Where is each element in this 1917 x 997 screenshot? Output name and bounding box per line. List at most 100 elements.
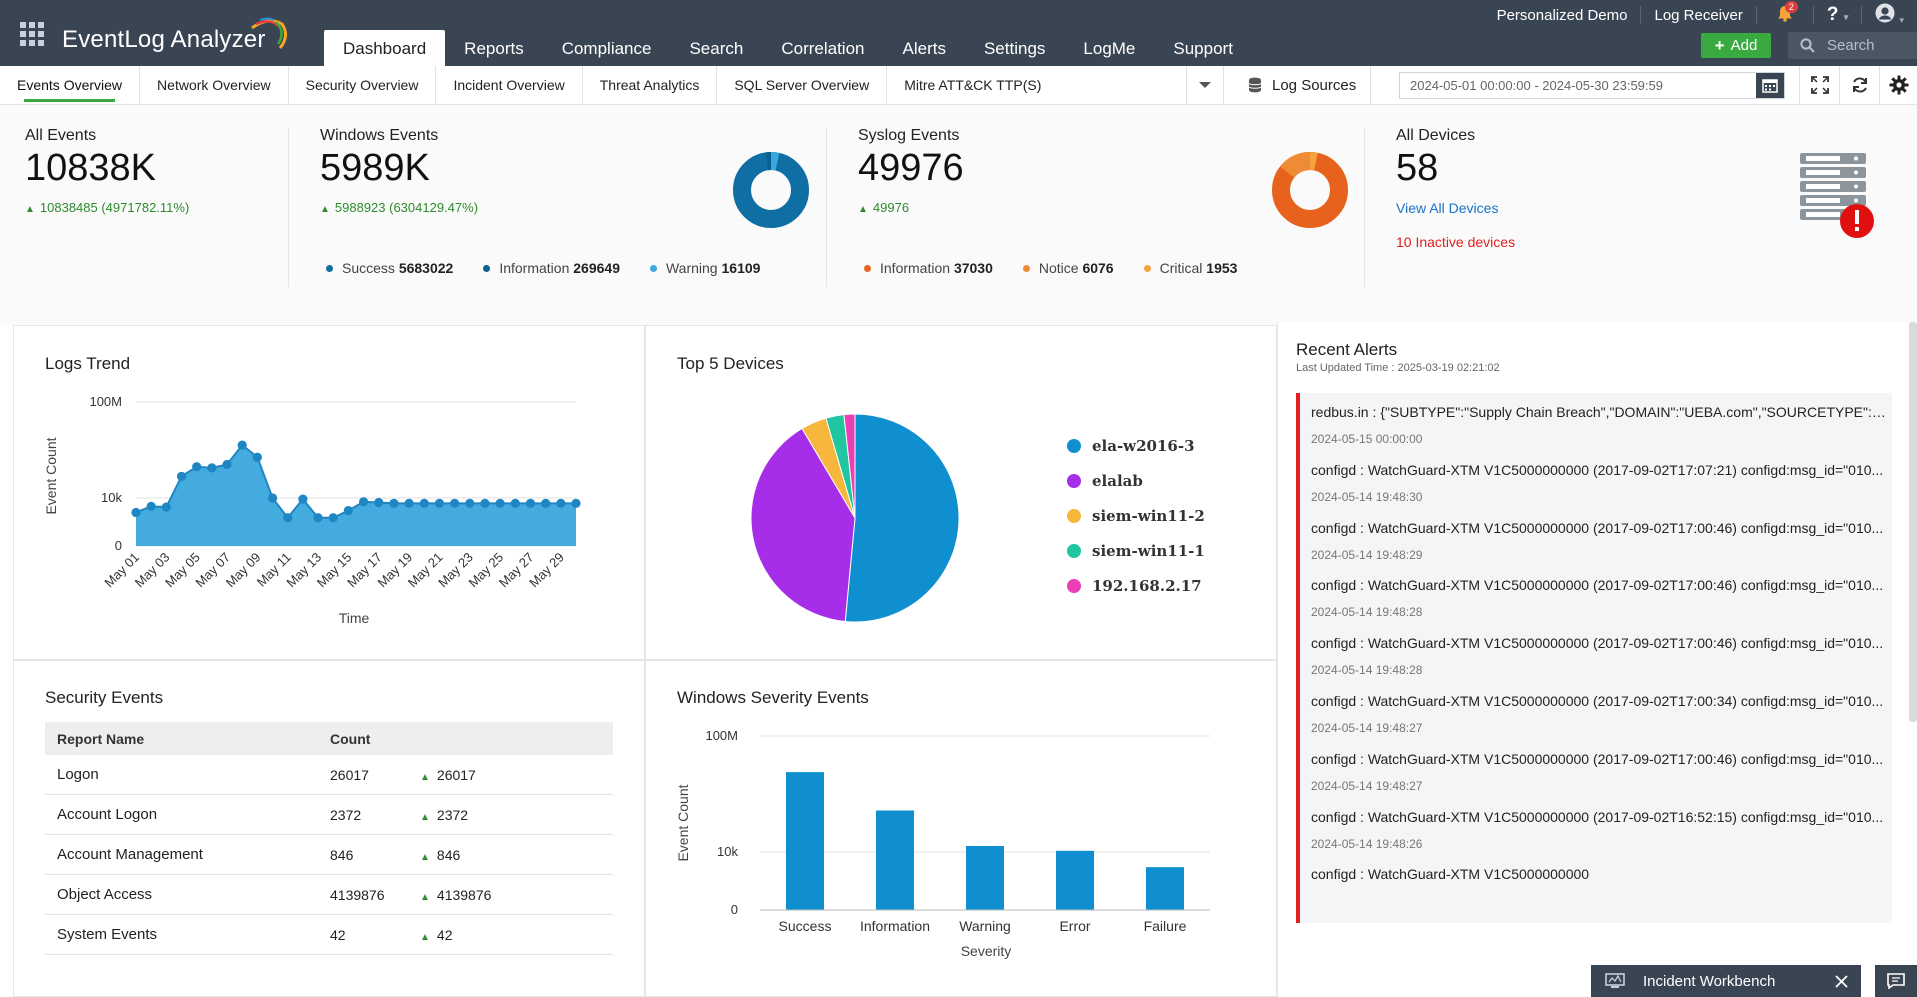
- trend-point[interactable]: [267, 493, 278, 503]
- trend-point[interactable]: [222, 459, 232, 470]
- subtab-network-overview[interactable]: Network Overview: [140, 66, 289, 104]
- chat-button[interactable]: [1875, 965, 1917, 997]
- legend-swatch[interactable]: [1067, 579, 1081, 593]
- trend-point[interactable]: [207, 463, 217, 473]
- log-sources-button[interactable]: Log Sources: [1248, 66, 1372, 104]
- user-menu[interactable]: ▾: [1862, 3, 1917, 27]
- trend-point[interactable]: [419, 498, 429, 508]
- nav-tab-reports[interactable]: Reports: [464, 39, 524, 58]
- trend-point[interactable]: [131, 507, 141, 518]
- trend-point[interactable]: [374, 497, 384, 508]
- legend-label[interactable]: ela-w2016-3: [1092, 437, 1195, 455]
- nav-tab-logme[interactable]: LogMe: [1083, 39, 1136, 58]
- alert-item[interactable]: configd : WatchGuard-XTM V1C5000000000 (…: [1296, 450, 1892, 519]
- report-name-cell[interactable]: System Events: [57, 926, 158, 943]
- subtab-security-overview[interactable]: Security Overview: [289, 66, 437, 104]
- trend-point[interactable]: [450, 498, 460, 508]
- trend-point[interactable]: [252, 452, 262, 462]
- trend-point[interactable]: [495, 498, 505, 508]
- table-row[interactable]: System Events 42 42: [45, 915, 613, 955]
- windows-events-donut[interactable]: [731, 150, 811, 230]
- trend-point[interactable]: [161, 502, 171, 512]
- trend-point[interactable]: [465, 498, 475, 508]
- alert-item[interactable]: configd : WatchGuard-XTM V1C5000000000 (…: [1296, 624, 1892, 693]
- trend-point[interactable]: [389, 498, 399, 508]
- legend-item[interactable]: Success 5683022: [326, 260, 453, 276]
- legend-swatch[interactable]: [1067, 439, 1081, 453]
- table-row[interactable]: Account Management 846 846: [45, 835, 613, 875]
- nav-tab-search[interactable]: Search: [689, 39, 744, 58]
- legend-swatch[interactable]: [1067, 474, 1081, 488]
- subtab-threat-analytics[interactable]: Threat Analytics: [583, 66, 718, 104]
- trend-point[interactable]: [298, 494, 308, 504]
- report-name-cell[interactable]: Account Logon: [57, 806, 158, 823]
- pie-slice-192.168.2.17[interactable]: [843, 413, 856, 519]
- help-menu[interactable]: ? ▾: [1814, 4, 1861, 26]
- alert-item[interactable]: configd : WatchGuard-XTM V1C5000000000 (…: [1296, 682, 1892, 750]
- nav-tab-settings[interactable]: Settings: [983, 39, 1046, 58]
- apps-grid-icon[interactable]: [20, 22, 44, 46]
- alerts-scrollbar[interactable]: [1909, 322, 1917, 722]
- nav-tab-alerts[interactable]: Alerts: [902, 39, 946, 58]
- trend-point[interactable]: [404, 498, 414, 508]
- more-tabs-dropdown[interactable]: [1186, 66, 1224, 104]
- syslog-events-donut[interactable]: [1270, 150, 1350, 230]
- legend-item[interactable]: Notice 6076: [1022, 260, 1114, 276]
- legend-item[interactable]: Information 269649: [483, 260, 620, 276]
- trend-point[interactable]: [480, 498, 490, 508]
- calendar-button[interactable]: [1756, 73, 1784, 98]
- trend-point[interactable]: [192, 462, 202, 472]
- trend-point[interactable]: [313, 513, 323, 523]
- inactive-devices-link[interactable]: 10 Inactive devices: [1396, 234, 1516, 250]
- syslog-events-value[interactable]: 49976: [858, 147, 964, 189]
- nav-tab-correlation[interactable]: Correlation: [781, 39, 865, 58]
- personalized-demo-link[interactable]: Personalized Demo: [1496, 6, 1628, 24]
- bar-warning[interactable]: [966, 845, 1004, 910]
- alert-item[interactable]: configd : WatchGuard-XTM V1C5000000000 (…: [1296, 508, 1892, 577]
- top5-devices-chart[interactable]: ela-w2016-3 elalab siem-win11-2 siem-win11-…: [646, 326, 1278, 661]
- trend-point[interactable]: [556, 498, 566, 508]
- log-receiver-link[interactable]: Log Receiver: [1654, 6, 1743, 24]
- view-all-devices-link[interactable]: View All Devices: [1396, 200, 1499, 216]
- legend-label[interactable]: elalab: [1092, 472, 1143, 490]
- legend-label[interactable]: siem-win11-1: [1092, 542, 1205, 560]
- legend-swatch[interactable]: [1067, 509, 1081, 523]
- trend-point[interactable]: [328, 513, 338, 523]
- nav-tab-compliance[interactable]: Compliance: [561, 39, 652, 58]
- incident-workbench-bar[interactable]: Incident Workbench: [1591, 965, 1861, 997]
- nav-tab-support[interactable]: Support: [1173, 39, 1233, 58]
- fullscreen-button[interactable]: [1799, 66, 1839, 104]
- bar-success[interactable]: [786, 772, 824, 910]
- pie-slice-elalab[interactable]: [750, 427, 856, 623]
- alert-item[interactable]: configd : WatchGuard-XTM V1C5000000000: [1296, 855, 1892, 924]
- trend-point[interactable]: [343, 505, 354, 516]
- report-name-cell[interactable]: Logon: [57, 766, 99, 783]
- report-name-cell[interactable]: Object Access: [57, 886, 153, 903]
- legend-item[interactable]: Critical 1953: [1143, 260, 1237, 276]
- subtab-sql-server-overview[interactable]: SQL Server Overview: [717, 66, 888, 104]
- trend-point[interactable]: [434, 498, 445, 508]
- legend-label[interactable]: siem-win11-2: [1092, 507, 1205, 525]
- table-row[interactable]: Object Access 4139876 4139876: [45, 875, 613, 915]
- alert-item[interactable]: configd : WatchGuard-XTM V1C5000000000 (…: [1296, 739, 1892, 808]
- legend-label[interactable]: 192.168.2.17: [1092, 577, 1202, 595]
- legend-item[interactable]: Warning 16109: [649, 260, 760, 276]
- alert-item[interactable]: redbus.in : {"SUBTYPE":"Supply Chain Bre…: [1296, 393, 1892, 461]
- trend-point[interactable]: [571, 498, 581, 508]
- trend-point[interactable]: [176, 471, 187, 481]
- table-row[interactable]: Account Logon 2372 2372: [45, 795, 613, 835]
- windows-events-value[interactable]: 5989K: [320, 147, 430, 189]
- trend-point[interactable]: [237, 440, 247, 450]
- trend-point[interactable]: [146, 501, 156, 511]
- global-search[interactable]: Search: [1788, 32, 1917, 59]
- subtab-incident-overview[interactable]: Incident Overview: [436, 66, 583, 104]
- date-range-picker[interactable]: 2024-05-01 00:00:00 - 2024-05-30 23:59:5…: [1399, 72, 1785, 99]
- bar-error[interactable]: [1056, 850, 1094, 910]
- alert-item[interactable]: configd : WatchGuard-XTM V1C5000000000 (…: [1296, 797, 1892, 866]
- all-events-value[interactable]: 10838K: [25, 147, 157, 189]
- trend-point[interactable]: [510, 498, 520, 508]
- notification-bell[interactable]: 2: [1757, 0, 1813, 26]
- legend-item[interactable]: Information 37030: [864, 260, 993, 276]
- refresh-button[interactable]: [1839, 66, 1879, 104]
